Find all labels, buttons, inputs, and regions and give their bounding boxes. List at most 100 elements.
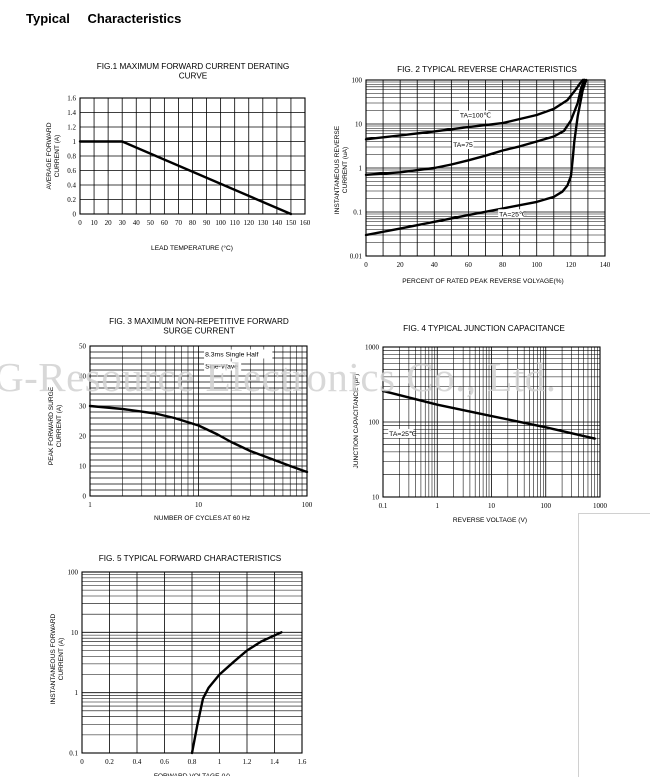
fig5-xtick-label: 0.6	[160, 758, 169, 766]
fig3-annotation: Sine-Wave	[205, 364, 238, 371]
fig1-ytick-label: 1.4	[67, 109, 76, 117]
fig1-xtick-label: 130	[258, 219, 269, 227]
fig4-annotation-bg	[388, 429, 414, 439]
fig1-xtick-label: 150	[286, 219, 297, 227]
fig4-grid	[382, 346, 601, 498]
fig1-ytick-label: 1	[73, 138, 77, 146]
fig5-ytick-label: 10	[71, 629, 79, 637]
fig1-ytick-label: 0.8	[67, 153, 76, 161]
fig1-xtick-label: 0	[78, 219, 82, 227]
fig4-xtick-label: 1000	[593, 502, 608, 510]
fig2-annotation-bg	[458, 110, 489, 120]
fig1-xtick-label: 30	[119, 219, 127, 227]
fig3-annotation-bg	[204, 349, 273, 359]
fig2-annotation: TA=75	[453, 142, 473, 149]
fig2-xtick-label: 40	[431, 261, 439, 269]
fig1-xtick-label: 70	[175, 219, 183, 227]
fig1-title-line: FIG.1 MAXIMUM FORWARD CURRENT DERATING	[97, 62, 290, 71]
fig1-frame	[79, 97, 306, 215]
fig1-xtick-label: 60	[161, 219, 169, 227]
fig2-series-1-line	[364, 78, 586, 141]
fig2-annotation: TA=25℃	[499, 211, 527, 218]
fig2-xtick-label: 140	[600, 261, 611, 269]
fig1-xlabel: LEAD TEMPERATURE (°C)	[151, 244, 233, 252]
fig4-annotation: TA=25℃	[389, 431, 417, 438]
fig3-series-1-line	[88, 404, 309, 474]
fig1-chart: FIG.1 MAXIMUM FORWARD CURRENT DERATINGCU…	[46, 62, 311, 252]
fig1-title-line: CURVE	[179, 72, 208, 81]
fig3-ytick-label: 0	[83, 493, 87, 501]
fig4-xtick-label: 0.1	[379, 502, 388, 510]
fig2-ylabel-line: CURRENT (uA)	[342, 147, 349, 193]
fig2-xtick-label: 0	[364, 261, 368, 269]
fig3-xtick-label: 1	[88, 501, 92, 509]
fig2-ytick-label: 100	[352, 77, 363, 85]
fig1-xtick-label: 20	[105, 219, 113, 227]
fig4-xlabel: REVERSE VOLTAGE (V)	[453, 517, 527, 524]
fig4-series-1-line	[381, 389, 596, 440]
fig2-ytick-label: 10	[355, 121, 363, 129]
fig5-ytick-label: 100	[68, 569, 79, 577]
fig4-xtick-label: 100	[541, 502, 552, 510]
fig4-ytick-label: 10	[372, 494, 380, 502]
page-title: Typical Characteristics	[26, 11, 182, 26]
fig3-title-line: FIG. 3 MAXIMUM NON-REPETITIVE FORWARD	[109, 317, 289, 326]
fig3-ytick-label: 30	[79, 403, 87, 411]
fig3-grid	[89, 345, 308, 497]
fig5-series-1-line	[190, 631, 283, 755]
fig3-ytick-label: 50	[79, 343, 87, 351]
fig1-ylabel-line: AVERAGE FORWARD	[46, 122, 53, 189]
fig4-xtick-label: 10	[488, 502, 496, 510]
fig2-xlabel: PERCENT OF RATED PEAK REVERSE VOLYAGE(%)	[402, 278, 563, 285]
fig4-ytick-label: 100	[369, 419, 380, 427]
fig2-series-3-line	[364, 78, 588, 237]
fig5-xtick-label: 0.2	[105, 758, 114, 766]
fig5-grid	[81, 571, 303, 754]
fig3-xtick-label: 100	[302, 501, 313, 509]
fig3-title-line: SURGE CURRENT	[163, 327, 234, 336]
fig4-ylabel-line: JUNCTION CAPACITANCE (pF)	[353, 374, 360, 469]
fig5-ylabel-line: INSTANTANEOUS FORWARD	[50, 613, 57, 704]
fig5-xtick-label: 1	[218, 758, 222, 766]
fig1-xtick-label: 50	[147, 219, 155, 227]
fig3-annotation: 8.3ms Single Half	[205, 352, 258, 359]
fig1-ylabel-line: CURRENT (A)	[54, 135, 61, 178]
fig5-xtick-label: 1.6	[298, 758, 307, 766]
fig5-xtick-label: 0	[80, 758, 84, 766]
fig2-xtick-label: 100	[531, 261, 542, 269]
fig2-chart: FIG. 2 TYPICAL REVERSE CHARACTERISTICS 0 2…	[334, 65, 611, 285]
fig1-ytick-label: 0.2	[67, 196, 76, 204]
fig4-frame	[382, 346, 601, 498]
fig2-ytick-label: 1	[359, 165, 363, 173]
fig1-xtick-label: 40	[133, 219, 141, 227]
fig5-ytick-label: 1	[75, 689, 79, 697]
fig1-ytick-label: 1.2	[67, 124, 76, 132]
fig3-frame	[89, 345, 308, 497]
fig2-ytick-label: 0.01	[350, 253, 363, 261]
fig1-xtick-label: 90	[203, 219, 211, 227]
fig1-xtick-label: 80	[189, 219, 197, 227]
fig2-xtick-label: 20	[397, 261, 405, 269]
fig1-ytick-label: 0.4	[67, 182, 76, 190]
fig3-xlabel: NUMBER OF CYCLES AT 60 Hz	[154, 515, 250, 522]
fig2-ylabel-line: INSTANTANEOUS REVERSE	[334, 125, 341, 214]
fig5-xtick-label: 1.2	[243, 758, 252, 766]
fig2-series-2-line	[364, 78, 586, 177]
fig3-ylabel-line: CURRENT (A)	[56, 405, 63, 448]
fig2-frame	[365, 79, 606, 257]
fig1-ytick-label: 0	[73, 211, 77, 219]
fig1-xtick-label: 110	[230, 219, 241, 227]
fig1-xtick-label: 120	[244, 219, 255, 227]
fig1-xtick-label: 10	[91, 219, 99, 227]
fig5-title-line: FIG. 5 TYPICAL FORWARD CHARACTERISTICS	[99, 554, 282, 563]
fig1-xtick-label: 100	[215, 219, 226, 227]
fig5-chart: FIG. 5 TYPICAL FORWARD CHARACTERISTICS 0 0…	[50, 554, 307, 776]
fig1-ytick-label: 0.6	[67, 167, 76, 175]
fig3-ylabel-line: PEAK FORWARD SURGE	[48, 386, 55, 465]
fig3-annotation-bg	[204, 361, 242, 371]
fig1-xtick-label: 160	[300, 219, 311, 227]
blank-overlay-panel	[578, 513, 650, 777]
fig4-xtick-label: 1	[436, 502, 440, 510]
fig4-ytick-label: 1000	[365, 344, 380, 352]
